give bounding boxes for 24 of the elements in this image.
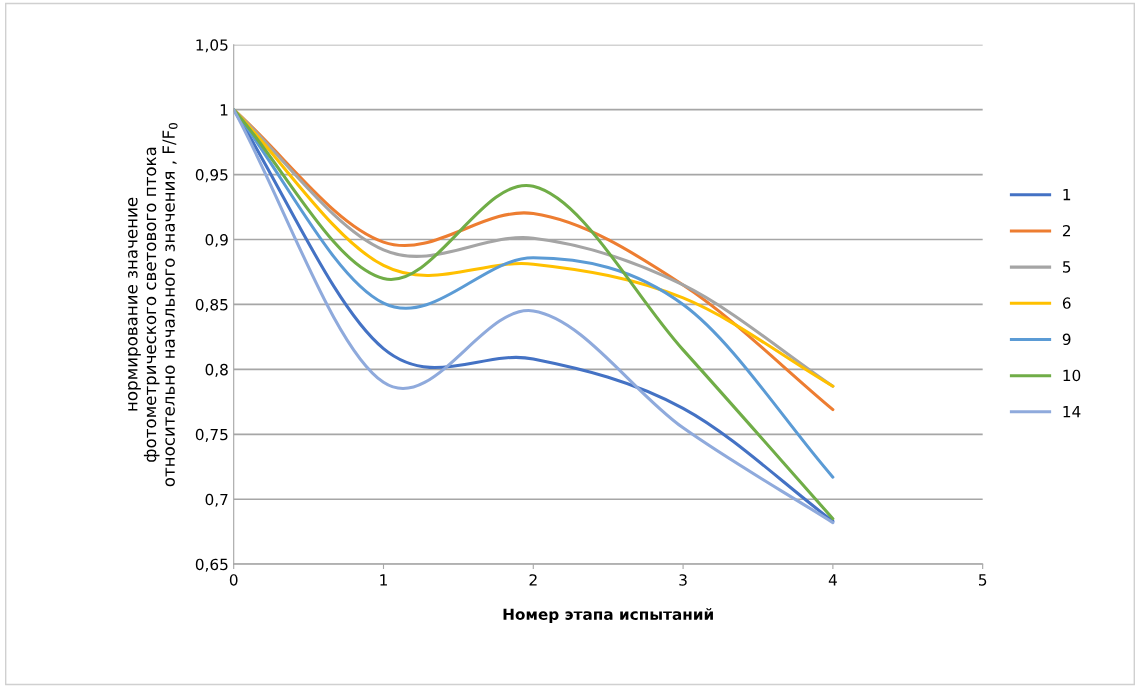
x-tick-label: 0 <box>229 574 238 586</box>
x-tick-label: 3 <box>679 574 687 586</box>
x-tick-label: 2 <box>529 574 537 586</box>
legend-label: 2 <box>1062 224 1071 237</box>
y-tick-label: 0,85 <box>195 298 228 313</box>
y-tick-label: 0,7 <box>205 493 228 507</box>
x-tick-label: 4 <box>828 574 837 586</box>
y-tick-label: 1 <box>220 104 228 116</box>
y-tick-label: 0,95 <box>195 169 228 183</box>
y-tick-label: 1,05 <box>196 39 228 53</box>
y-tick-label: 0,75 <box>195 428 228 442</box>
legend-label: 1 <box>1063 188 1071 201</box>
x-tick-label: 5 <box>979 574 987 586</box>
y-axis-title: нормирование значение фотометрического светового птока относительно начального значения , F/F$_{0}$ <box>128 123 178 487</box>
y-tick-label: 0,8 <box>205 363 228 377</box>
y-tick-label: 0,65 <box>195 558 228 572</box>
legend-label: 10 <box>1063 369 1081 382</box>
legend-label: 6 <box>1062 297 1071 309</box>
y-tick-label: 0,9 <box>205 233 228 248</box>
legend-label: 14 <box>1063 406 1081 418</box>
x-axis-title: Номер этапа испытаний <box>503 608 713 623</box>
legend-label: 5 <box>1063 261 1071 273</box>
legend-label: 9 <box>1062 333 1071 346</box>
x-tick-label: 1 <box>380 574 387 586</box>
